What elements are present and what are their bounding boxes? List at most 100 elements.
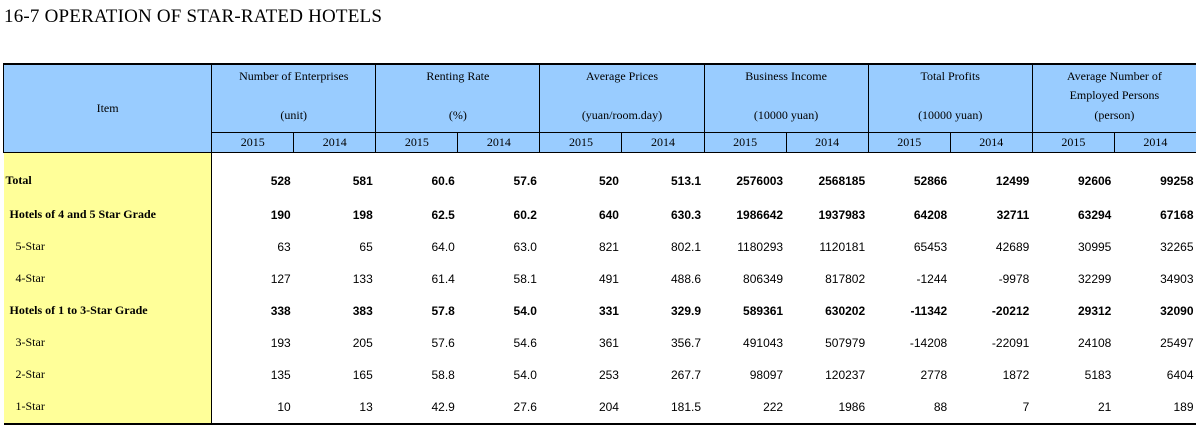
- table-cell: 133: [352, 271, 373, 286]
- column-header-average-prices: Average Prices (yuan/room.day): [539, 63, 705, 133]
- table-cell: 13: [293, 390, 376, 425]
- table-cell: 581: [352, 173, 373, 188]
- table-cell: 253: [598, 367, 619, 382]
- table-cell: 42.9: [375, 390, 458, 425]
- table-cell: 630202: [825, 303, 866, 318]
- row-label: 3-Star: [3, 326, 213, 359]
- row-label: 5-Star: [3, 230, 213, 263]
- table-cell: 32711: [996, 207, 1030, 222]
- row-label: Hotels of 4 and 5 Star Grade: [3, 198, 213, 231]
- column-header-business-income: Business Income (10000 yuan): [703, 63, 869, 133]
- column-header-employed-persons: Average Number of Employed Persons (pers…: [1031, 63, 1196, 133]
- table-cell: 64.0: [431, 239, 455, 254]
- table-body: Total 528 581 60.6 57.6 520 513.1 2576003 256818…: [3, 152, 1196, 425]
- table-cell: 331: [598, 303, 619, 318]
- hotel-operations-table: Item Number of Enterprises (unit) Rentin…: [2, 63, 1196, 425]
- year-header: 2014: [621, 131, 705, 153]
- table-cell: 338: [270, 303, 291, 318]
- table-row: Hotels of 1 to 3-Star Grade 338 383 57.8 54.…: [3, 294, 1196, 327]
- table-cell: 528: [270, 173, 291, 188]
- year-header: 2015: [375, 131, 459, 153]
- year-header: 2014: [949, 131, 1033, 153]
- table-cell: 32090: [1160, 303, 1194, 318]
- table-cell: 57.8: [431, 303, 455, 318]
- year-header: 2015: [1031, 131, 1115, 153]
- table-cell: 64208: [913, 207, 948, 222]
- table-cell: 1180293: [737, 239, 784, 254]
- table-cell: 361: [598, 335, 619, 350]
- table-cell: 806349: [743, 271, 784, 286]
- table-cell: 30995: [1077, 239, 1112, 254]
- row-label: 1-Star: [3, 390, 213, 425]
- year-header: 2014: [293, 131, 377, 153]
- table-cell: 52866: [913, 173, 948, 188]
- table-row: Hotels of 4 and 5 Star Grade 190 198 62.5 60…: [3, 198, 1196, 231]
- item-column-header: Item: [2, 63, 213, 153]
- table-cell: 2576003: [736, 173, 784, 188]
- table-cell: 630.3: [671, 207, 702, 222]
- table-cell: 7: [950, 390, 1033, 425]
- table-row: 2-Star 135 165 58.8 54.0 253 267.7 98097 120237 2…: [3, 358, 1196, 391]
- table-cell: -22091: [991, 335, 1030, 350]
- table-cell: 135: [270, 367, 291, 382]
- table-cell: -1244: [916, 271, 948, 286]
- table-cell: 57.6: [431, 335, 455, 350]
- table-cell: 491: [598, 271, 619, 286]
- year-header: 2015: [211, 131, 295, 153]
- table-cell: -9978: [998, 271, 1030, 286]
- table-cell: 98097: [749, 367, 784, 382]
- table-cell: 1986642: [736, 207, 784, 222]
- table-cell: 54.6: [513, 335, 537, 350]
- table-row: 1-Star 10 13 42.9 27.6 204 181.5 222 1986 88 7 21 18…: [3, 390, 1196, 425]
- column-header-enterprises: Number of Enterprises (unit): [211, 63, 377, 133]
- table-cell: 190: [270, 207, 291, 222]
- table-cell: 821: [598, 239, 619, 254]
- table-cell: 520: [598, 173, 619, 188]
- table-cell: 25497: [1160, 335, 1194, 350]
- table-cell: 165: [352, 367, 373, 382]
- table-cell: 189: [1114, 390, 1196, 425]
- table-cell: 57.6: [513, 173, 537, 188]
- table-cell: 27.6: [457, 390, 540, 425]
- table-cell: 356.7: [671, 335, 702, 350]
- table-cell: 60.6: [431, 173, 455, 188]
- table-cell: 34903: [1160, 271, 1194, 286]
- table-cell: -11342: [910, 303, 948, 318]
- table-cell: 99258: [1160, 173, 1194, 188]
- year-header: 2014: [457, 131, 541, 153]
- table-cell: 488.6: [671, 271, 702, 286]
- table-cell: 54.0: [513, 367, 537, 382]
- row-label: 4-Star: [3, 262, 213, 295]
- table-cell: 62.5: [431, 207, 455, 222]
- table-cell: 222: [704, 390, 787, 425]
- table-cell: 54.0: [513, 303, 537, 318]
- table-cell: 58.1: [513, 271, 537, 286]
- table-cell: 267.7: [671, 367, 702, 382]
- table-cell: 63294: [1077, 207, 1112, 222]
- table-cell: 640: [598, 207, 619, 222]
- table-cell: -20212: [991, 303, 1030, 318]
- table-cell: 589361: [743, 303, 784, 318]
- column-header-renting-rate: Renting Rate (%): [375, 63, 541, 133]
- table-cell: 63: [277, 239, 291, 254]
- year-header: 2015: [539, 131, 623, 153]
- year-header: 2014: [1113, 131, 1196, 153]
- table-cell: 32265: [1160, 239, 1194, 254]
- year-header: 2015: [867, 131, 951, 153]
- table-cell: 63.0: [513, 239, 537, 254]
- table-cell: 10: [211, 390, 294, 425]
- column-header-total-profits: Total Profits (10000 yuan): [867, 63, 1033, 133]
- table-cell: 6404: [1166, 367, 1194, 382]
- table-cell: 491043: [743, 335, 784, 350]
- year-header: 2015: [703, 131, 787, 153]
- table-row: Total 528 581 60.6 57.6 520 513.1 2576003 256818…: [3, 152, 1196, 199]
- table-cell: 1872: [1002, 367, 1030, 382]
- table-row: 3-Star 193 205 57.6 54.6 361 356.7 491043 507979…: [3, 326, 1196, 359]
- table-cell: 12499: [995, 173, 1030, 188]
- table-cell: 60.2: [513, 207, 537, 222]
- table-row: 4-Star 127 133 61.4 58.1 491 488.6 806349 817802…: [3, 262, 1196, 295]
- table-cell: 67168: [1160, 207, 1194, 222]
- table-cell: 88: [868, 390, 951, 425]
- table-cell: 21: [1032, 390, 1115, 425]
- table-cell: 198: [352, 207, 373, 222]
